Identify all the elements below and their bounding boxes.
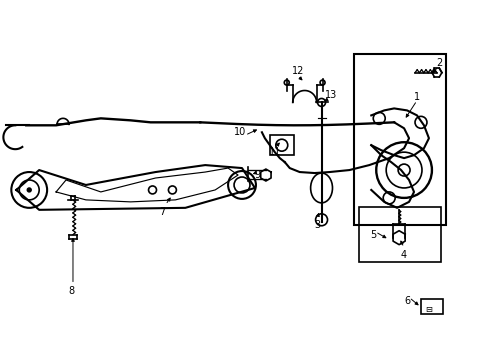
Bar [354,54,445,225]
Text: 3: 3 [314,220,320,230]
Text: 10: 10 [233,127,245,137]
Text: 13: 13 [325,90,337,100]
Circle shape [27,188,31,192]
Bar [359,207,440,261]
Bar [420,299,442,314]
Text: 2: 2 [435,58,441,68]
Text: ⊟: ⊟ [424,305,431,314]
Text: 1: 1 [413,93,419,103]
Text: 11: 11 [268,147,281,157]
Text: 4: 4 [400,249,407,260]
Text: 5: 5 [369,230,376,240]
Text: 12: 12 [291,66,303,76]
Text: 7: 7 [159,207,165,217]
Text: 8: 8 [68,286,74,296]
Text: 6: 6 [403,296,409,306]
Text: 9: 9 [254,170,261,180]
Bar [269,135,293,155]
